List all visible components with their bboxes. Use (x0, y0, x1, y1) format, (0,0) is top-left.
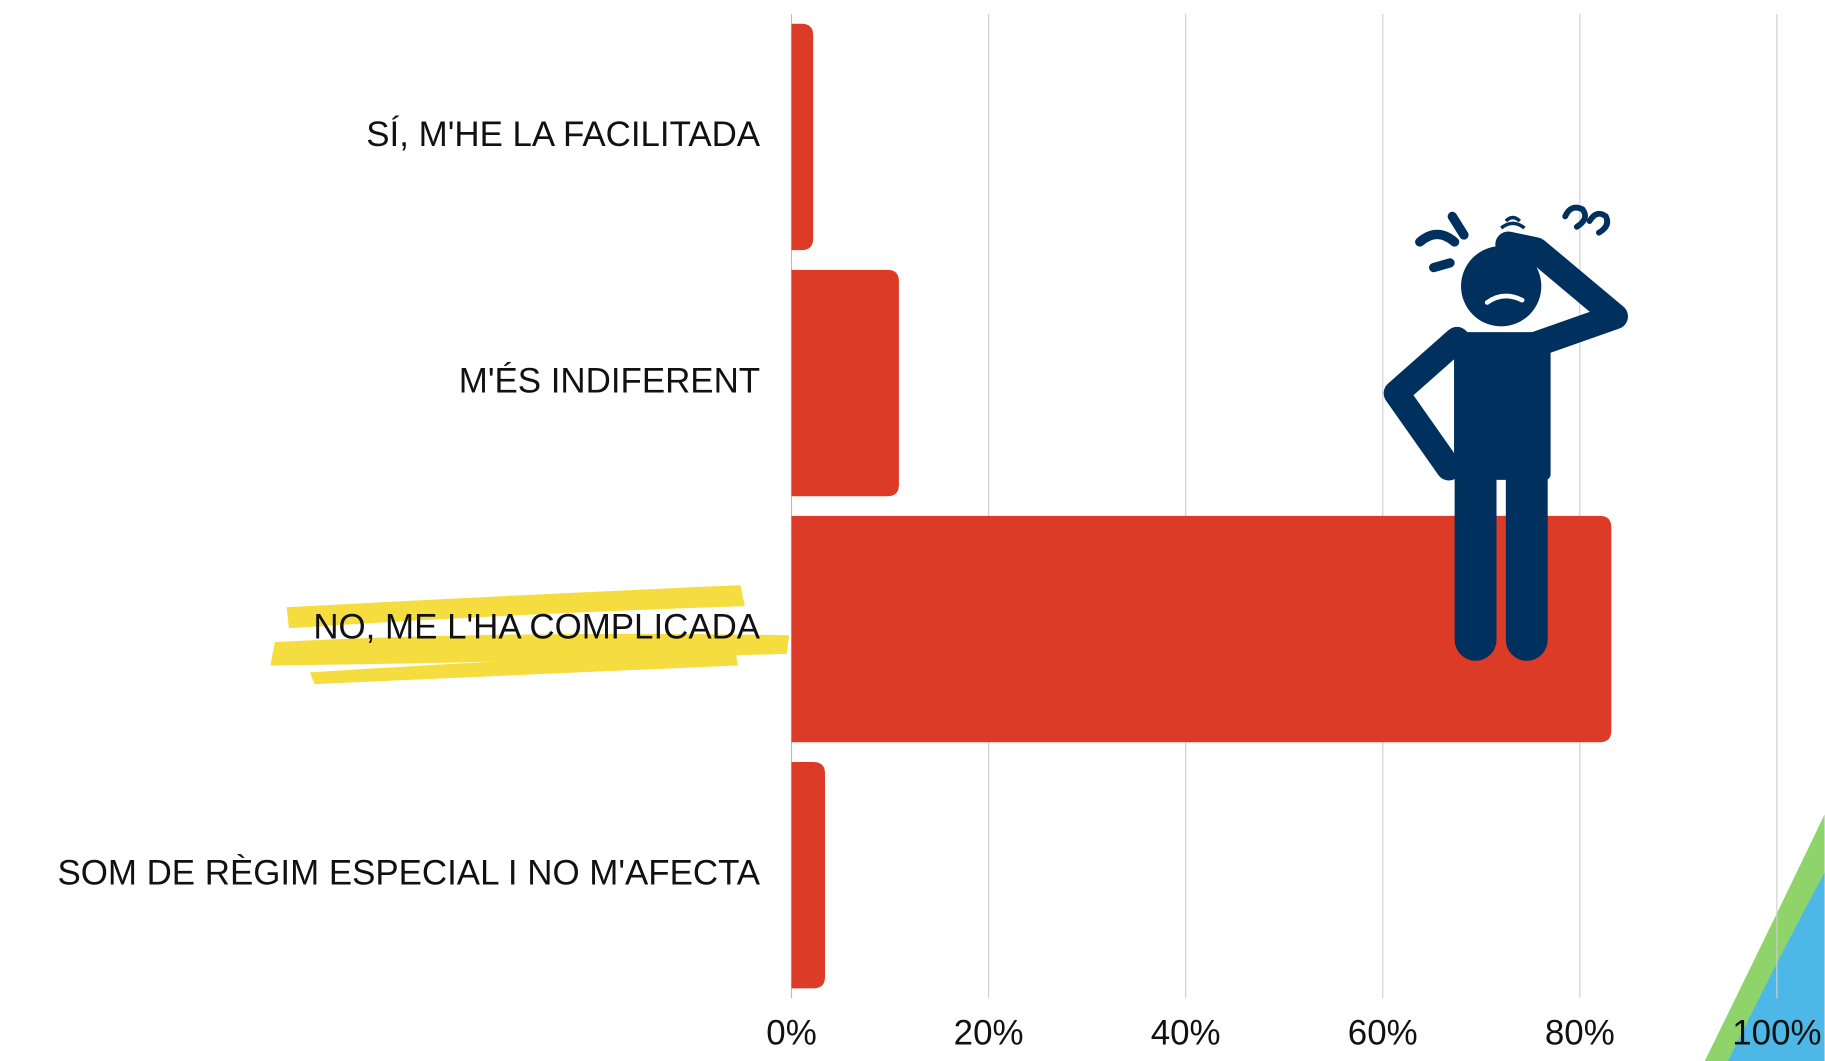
y-tick-label: SOM DE RÈGIM ESPECIAL I NO M'AFECTA (57, 853, 760, 892)
bar (791, 23, 814, 251)
question-marks (1562, 204, 1611, 236)
highlight (286, 585, 745, 629)
mouth (1484, 293, 1525, 305)
x-tick-label: 0% (766, 1014, 816, 1053)
torso (1454, 332, 1551, 480)
figure (1383, 204, 1628, 661)
arm (1495, 231, 1628, 358)
bar (791, 761, 826, 989)
y-tick-label: SÍ, M'HE LA FACILITADA (366, 115, 761, 154)
legs (1454, 456, 1548, 661)
y-tick-label: M'ÉS INDIFERENT (459, 361, 760, 400)
plot: 0% 20% 40% 60% 80% 100% SÍ, M'HE LA FACILITADA… (57, 13, 1822, 1053)
sweat (1415, 211, 1469, 273)
x-tick-label: 40% (1151, 1014, 1221, 1053)
highlight (309, 651, 738, 685)
x-tick-label: 80% (1545, 1014, 1615, 1053)
x-tick-label: 60% (1348, 1014, 1418, 1053)
bar (791, 515, 1612, 743)
y-tick-label: NO, ME L'HA COMPLICADA (313, 607, 760, 646)
x-tick-label: 100% (1732, 1014, 1821, 1053)
lines (1500, 215, 1526, 230)
x-tick-label: 20% (954, 1014, 1024, 1053)
arm (1383, 326, 1470, 481)
bar (791, 269, 899, 497)
